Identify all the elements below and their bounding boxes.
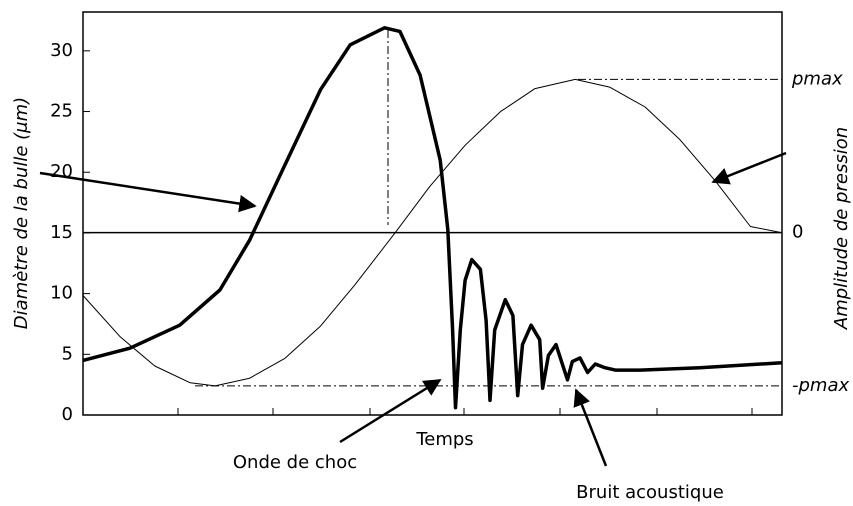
y-tick-label: 5 xyxy=(62,343,73,364)
y2-tick-label: -pmax xyxy=(792,375,849,396)
data-line xyxy=(82,78,783,387)
y-tick-label: 25 xyxy=(50,101,73,122)
x-tick-marks xyxy=(177,408,753,415)
y2-tick-label: pmax xyxy=(791,68,843,89)
y-axis-label: Diamètre de la bulle (μm) xyxy=(11,97,32,329)
plot-frame xyxy=(82,11,783,416)
arrows xyxy=(39,151,787,467)
y2-tick-label: 0 xyxy=(792,222,803,243)
y-tick-label: 10 xyxy=(50,283,73,304)
y-tick-label: 15 xyxy=(50,222,73,243)
y2-axis-label: Amplitude de pression xyxy=(831,127,852,330)
x-axis-label: Temps xyxy=(415,429,473,450)
y-tick-label: 20 xyxy=(50,161,73,182)
annotation: Onde de choc xyxy=(233,452,357,473)
data-line xyxy=(82,26,783,410)
y-tick-label: 0 xyxy=(62,404,73,425)
y-tick-label: 30 xyxy=(50,40,73,61)
annotation: Bruit acoustique xyxy=(576,482,724,503)
